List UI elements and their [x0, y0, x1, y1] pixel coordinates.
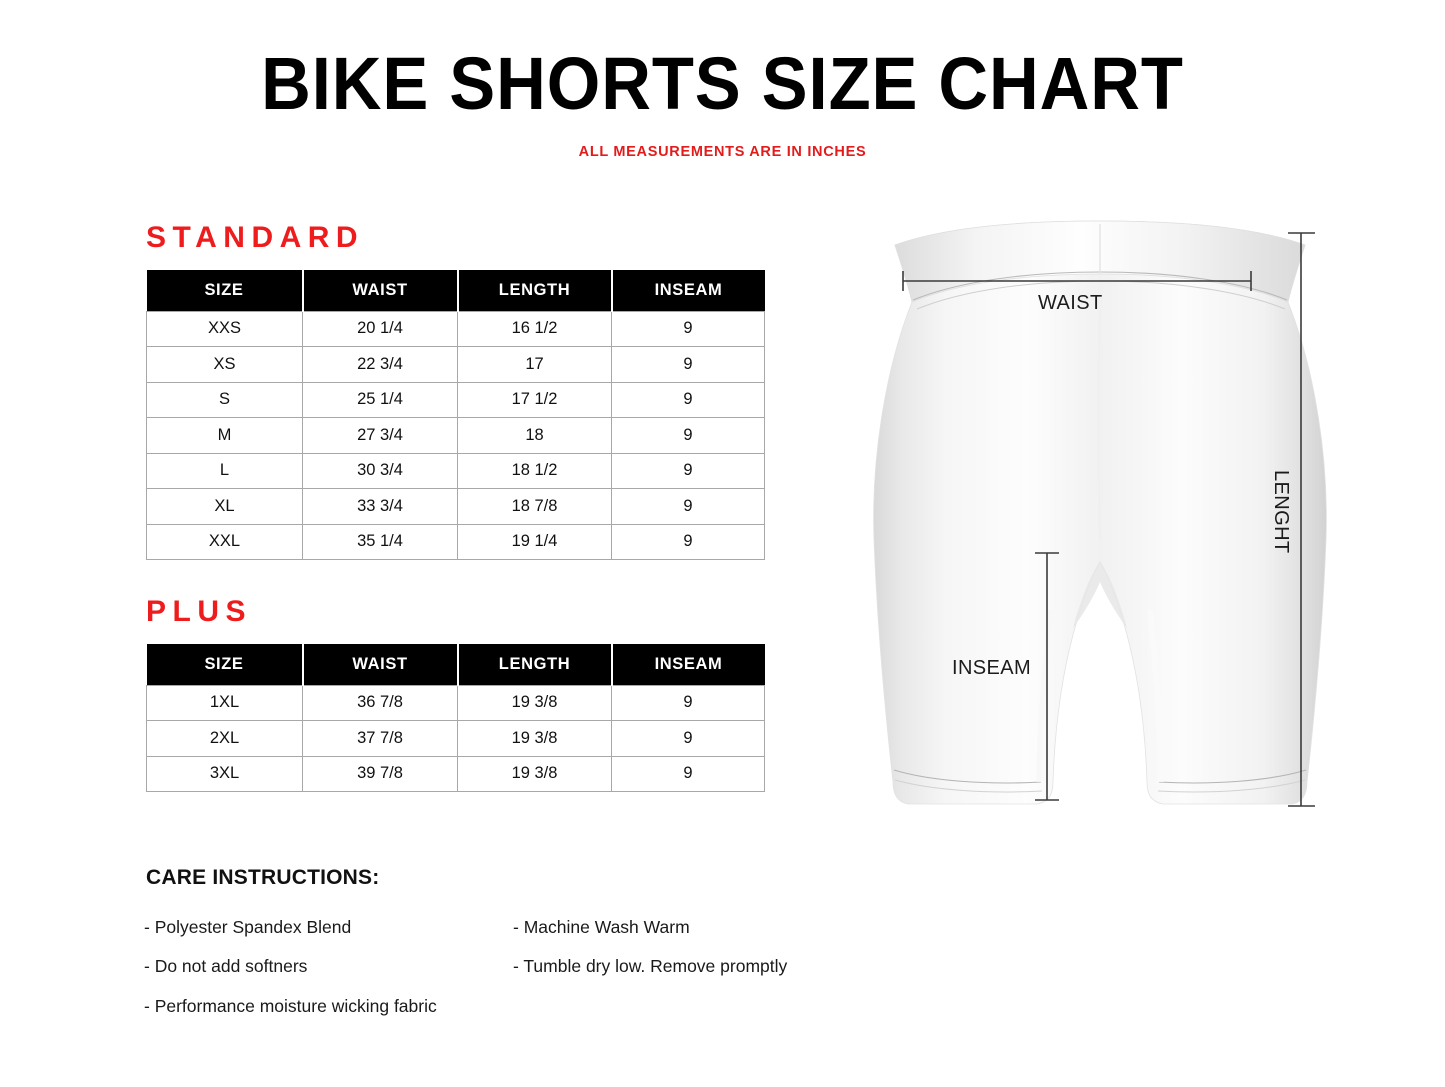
cell-waist: 25 1/4	[302, 381, 458, 418]
care-instructions-title: CARE INSTRUCTIONS:	[146, 866, 380, 889]
cell-size: S	[146, 381, 303, 418]
column-header-inseam: INSEAM	[611, 270, 765, 311]
column-header-size: SIZE	[146, 270, 304, 311]
cell-length: 17	[457, 346, 612, 383]
cell-waist: 36 7/8	[302, 684, 458, 721]
care-instruction-item: - Do not add softners	[144, 956, 308, 976]
left-hem-seam	[893, 769, 1042, 784]
cell-inseam: 9	[611, 310, 765, 347]
inseam-dimension-line	[1035, 552, 1059, 801]
cell-length: 19 3/8	[457, 755, 612, 792]
right-hem-seam	[1158, 769, 1307, 784]
care-instruction-item: - Tumble dry low. Remove promptly	[513, 956, 788, 976]
cell-inseam: 9	[611, 523, 765, 560]
cell-length: 18	[457, 417, 612, 454]
cell-size: XXS	[146, 310, 303, 347]
care-instruction-item: - Polyester Spandex Blend	[144, 917, 352, 937]
plus-size-table: SIZE WAIST LENGTH INSEAM 1XL 36 7/8 19 3…	[146, 644, 765, 792]
bike-shorts-illustration	[845, 210, 1355, 830]
column-header-length: LENGTH	[457, 270, 613, 311]
cell-length: 16 1/2	[457, 310, 612, 347]
page-title: BIKE SHORTS SIZE CHART	[261, 42, 1184, 125]
cell-size: XXL	[146, 523, 303, 560]
standard-section-label: STANDARD	[146, 221, 365, 254]
cell-waist: 37 7/8	[302, 720, 458, 757]
garment-body	[873, 220, 1327, 805]
cell-size: L	[146, 452, 303, 489]
cell-waist: 30 3/4	[302, 452, 458, 489]
cell-waist: 35 1/4	[302, 523, 458, 560]
table-row: S 25 1/4 17 1/2 9	[146, 381, 765, 418]
left-hem-seam-inner	[894, 779, 1043, 793]
cell-size: 2XL	[146, 720, 303, 757]
cell-waist: 27 3/4	[302, 417, 458, 454]
column-header-waist: WAIST	[302, 270, 459, 311]
table-row: XXS 20 1/4 16 1/2 9	[146, 310, 765, 347]
care-instruction-item: - Machine Wash Warm	[513, 917, 690, 937]
column-header-waist: WAIST	[302, 644, 459, 685]
bike-shorts-icon	[873, 220, 1327, 807]
cell-length: 18 7/8	[457, 488, 612, 525]
waist-dimension-label: WAIST	[1038, 292, 1103, 314]
standard-size-table: SIZE WAIST LENGTH INSEAM XXS 20 1/4 16 1…	[146, 270, 765, 560]
table-header-row: SIZE WAIST LENGTH INSEAM	[146, 644, 765, 685]
cell-waist: 20 1/4	[302, 310, 458, 347]
cell-inseam: 9	[611, 488, 765, 525]
measurement-unit-note: ALL MEASUREMENTS ARE IN INCHES	[578, 144, 867, 160]
cell-inseam: 9	[611, 684, 765, 721]
cell-size: XS	[146, 346, 303, 383]
table-row: XL 33 3/4 18 7/8 9	[146, 488, 765, 525]
cell-inseam: 9	[611, 346, 765, 383]
table-row: M 27 3/4 18 9	[146, 417, 765, 454]
table-row: 2XL 37 7/8 19 3/8 9	[146, 720, 765, 757]
cell-inseam: 9	[611, 452, 765, 489]
cell-inseam: 9	[611, 417, 765, 454]
table-row: 3XL 39 7/8 19 3/8 9	[146, 755, 765, 792]
cell-length: 19 3/8	[457, 720, 612, 757]
right-leg-highlight	[1147, 609, 1164, 783]
table-row: XS 22 3/4 17 9	[146, 346, 765, 383]
cell-length: 19 3/8	[457, 684, 612, 721]
waist-dimension-line	[902, 271, 1252, 291]
cell-waist: 22 3/4	[302, 346, 458, 383]
table-header-row: SIZE WAIST LENGTH INSEAM	[146, 270, 765, 311]
column-header-inseam: INSEAM	[611, 644, 765, 685]
table-row: 1XL 36 7/8 19 3/8 9	[146, 684, 765, 721]
cell-inseam: 9	[611, 755, 765, 792]
cell-size: 1XL	[146, 684, 303, 721]
cell-length: 19 1/4	[457, 523, 612, 560]
cell-size: 3XL	[146, 755, 303, 792]
table-row: XXL 35 1/4 19 1/4 9	[146, 523, 765, 560]
plus-section-label: PLUS	[146, 595, 253, 628]
column-header-size: SIZE	[146, 644, 304, 685]
length-dimension-label: LENGHT	[1270, 470, 1292, 554]
column-header-length: LENGTH	[457, 644, 613, 685]
center-seam	[1097, 309, 1101, 541]
cell-inseam: 9	[611, 720, 765, 757]
cell-waist: 39 7/8	[302, 755, 458, 792]
length-dimension-line	[1288, 232, 1315, 807]
left-leg-highlight	[1036, 609, 1054, 783]
table-row: L 30 3/4 18 1/2 9	[146, 452, 765, 489]
crotch-shading	[1073, 562, 1127, 628]
cell-length: 17 1/2	[457, 381, 612, 418]
cell-inseam: 9	[611, 381, 765, 418]
care-instruction-item: - Performance moisture wicking fabric	[144, 996, 437, 1016]
inseam-dimension-label: INSEAM	[952, 657, 1032, 679]
cell-size: M	[146, 417, 303, 454]
cell-length: 18 1/2	[457, 452, 612, 489]
right-hem-seam-inner	[1157, 779, 1306, 793]
cell-waist: 33 3/4	[302, 488, 458, 525]
cell-size: XL	[146, 488, 303, 525]
